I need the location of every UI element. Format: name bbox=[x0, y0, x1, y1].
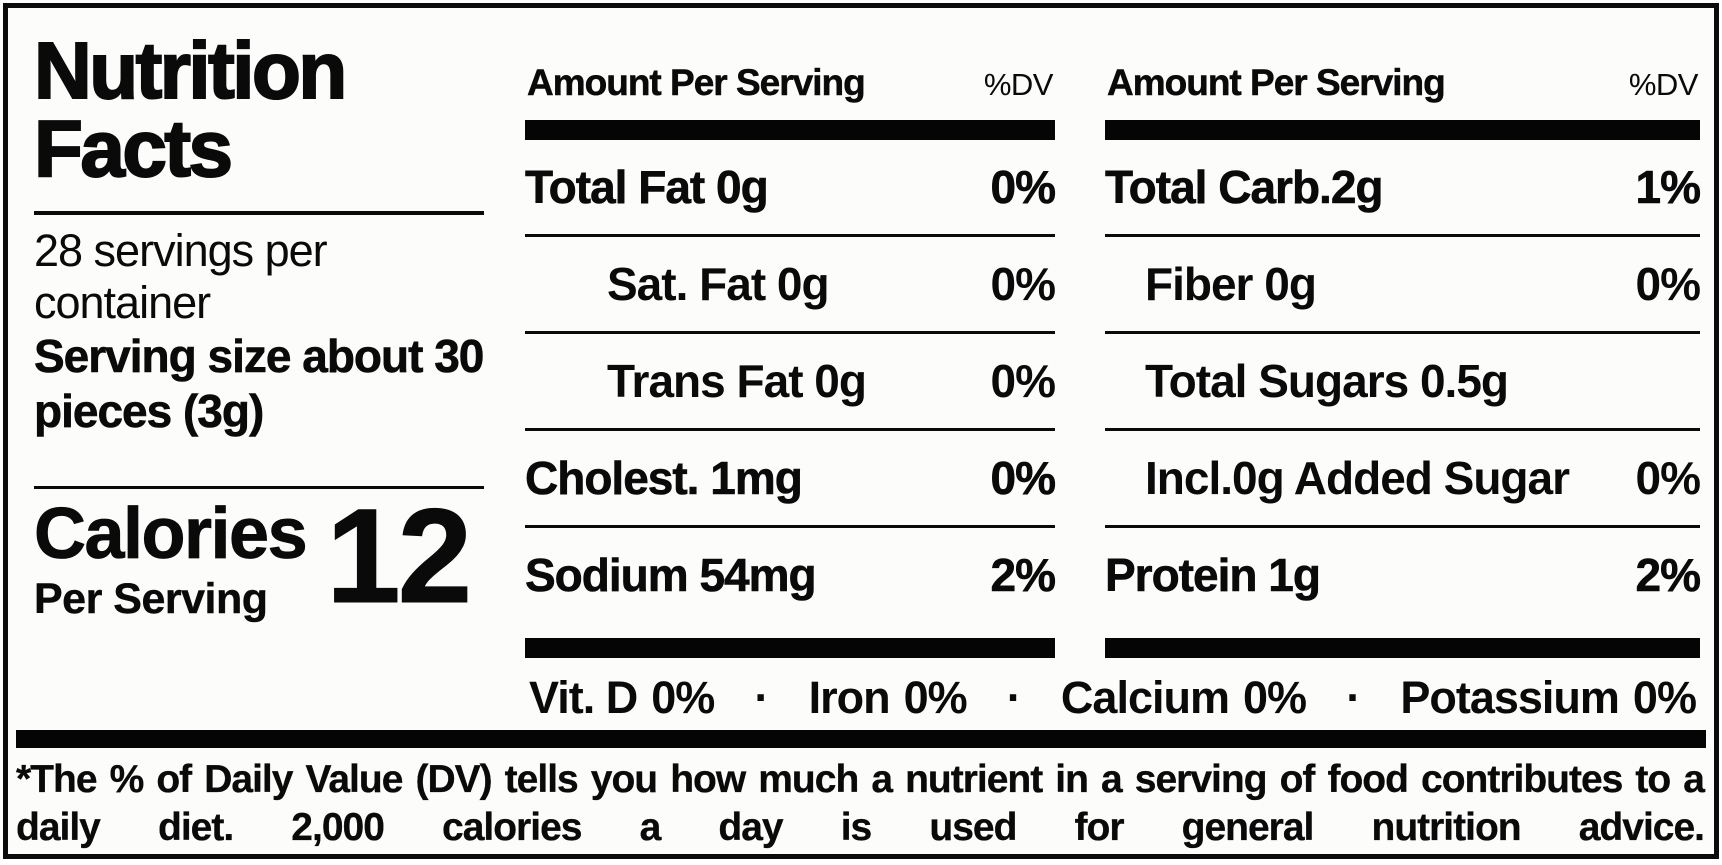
calories-value: 12 bbox=[326, 481, 473, 631]
serving-size-label: Serving size bbox=[34, 330, 292, 383]
title-divider bbox=[34, 210, 484, 215]
nutrient-row-protein: Protein 1g 2% bbox=[1105, 528, 1702, 622]
dv-header: %DV bbox=[983, 67, 1054, 102]
micronutrient-calcium: Calcium 0% bbox=[1060, 672, 1307, 724]
nutrient-row-cholesterol: Cholest. 1mg 0% bbox=[525, 431, 1056, 528]
micronutrient-dv: 0% bbox=[1242, 672, 1307, 723]
nutrient-row-added-sugar: Incl.0g Added Sugar 0% bbox=[1105, 431, 1701, 528]
thick-divider-bar bbox=[1105, 120, 1700, 140]
footnote: *The % of Daily Value (DV) tells you how… bbox=[16, 758, 1705, 849]
nutrient-panel: Amount Per Serving %DV Total Fat 0g 0% S… bbox=[525, 32, 1702, 724]
nutrient-row-trans-fat: Trans Fat 0g 0% bbox=[525, 334, 1056, 431]
calories-per-serving-label: Per Serving bbox=[34, 575, 268, 624]
nutrient-dv: 2% bbox=[990, 549, 1056, 602]
micronutrient-vitamin-d: Vit. D 0% bbox=[529, 672, 715, 724]
amount-per-serving-header: Amount Per Serving bbox=[1107, 62, 1446, 104]
micronutrient-name: Calcium bbox=[1060, 672, 1230, 723]
nutrient-row-total-fat: Total Fat 0g 0% bbox=[525, 140, 1056, 237]
dot-separator: · bbox=[1006, 672, 1022, 723]
nutrient-column-carbs: Amount Per Serving %DV Total Carb.2g 1% … bbox=[1105, 62, 1702, 658]
calories-text-block: Calories Per Serving bbox=[34, 493, 308, 624]
nutrient-dv: 0% bbox=[990, 355, 1056, 407]
nutrient-name: Total Fat 0g bbox=[525, 161, 769, 214]
micronutrients-row: Vit. D 0% · Iron 0% · Calcium 0% · Potas… bbox=[525, 672, 1700, 724]
nutrient-name: Protein 1g bbox=[1105, 549, 1322, 602]
servings-per-container: 28 servings per container bbox=[34, 224, 328, 328]
label-body: Nutrition Facts 28 servings per containe… bbox=[8, 8, 1714, 724]
nutrient-name: Cholest. 1mg bbox=[525, 452, 803, 505]
nutrient-name: Trans Fat 0g bbox=[607, 355, 867, 407]
micronutrient-dv: 0% bbox=[1632, 672, 1697, 723]
nutrient-dv: 1% bbox=[1635, 161, 1701, 214]
nutrient-row-sodium: Sodium 54mg 2% bbox=[525, 528, 1057, 622]
nutrient-name: Total Sugars 0.5g bbox=[1145, 355, 1509, 407]
nutrient-name: Sodium 54mg bbox=[525, 549, 817, 602]
calories-label: Calories bbox=[34, 493, 308, 574]
column-header: Amount Per Serving %DV bbox=[525, 62, 1055, 104]
amount-per-serving-header: Amount Per Serving bbox=[527, 62, 866, 104]
dot-separator: · bbox=[1346, 672, 1361, 723]
nutrient-dv: 0% bbox=[990, 161, 1056, 214]
nutrient-name: Fiber 0g bbox=[1145, 258, 1317, 310]
serving-size-value: about 30 pieces (3g) bbox=[34, 330, 485, 438]
nutrient-dv: 2% bbox=[1635, 549, 1701, 602]
thick-divider-bar bbox=[525, 120, 1055, 140]
nutrient-dv: 0% bbox=[1635, 452, 1701, 504]
micronutrient-iron: Iron 0% bbox=[808, 672, 968, 724]
micronutrient-potassium: Potassium 0% bbox=[1400, 672, 1697, 724]
micronutrient-name: Vit. D bbox=[529, 672, 638, 723]
nutrient-dv: 0% bbox=[990, 258, 1056, 310]
calories-divider bbox=[34, 485, 484, 489]
nutrient-row-sat-fat: Sat. Fat 0g 0% bbox=[525, 237, 1056, 334]
nutrient-columns: Amount Per Serving %DV Total Fat 0g 0% S… bbox=[525, 62, 1702, 658]
dot-separator: · bbox=[754, 672, 769, 723]
thick-divider-bar bbox=[525, 638, 1055, 658]
label-title: Nutrition Facts bbox=[33, 26, 348, 194]
column-header: Amount Per Serving %DV bbox=[1105, 62, 1700, 104]
nutrient-name: Incl.0g Added Sugar bbox=[1145, 452, 1570, 504]
micronutrient-name: Iron bbox=[808, 672, 891, 723]
calories-block: Calories Per Serving 12 bbox=[34, 488, 484, 624]
nutrient-row-total-carb: Total Carb.2g 1% bbox=[1105, 140, 1701, 237]
micronutrient-dv: 0% bbox=[903, 672, 968, 723]
thick-divider-bar bbox=[1105, 638, 1700, 658]
dv-header: %DV bbox=[1628, 67, 1699, 102]
micronutrient-dv: 0% bbox=[651, 672, 715, 723]
nutrient-name: Sat. Fat 0g bbox=[607, 258, 830, 310]
nutrient-row-total-sugars: Total Sugars 0.5g bbox=[1105, 334, 1700, 431]
nutrient-dv: 0% bbox=[1635, 258, 1701, 310]
left-column: Nutrition Facts 28 servings per containe… bbox=[33, 26, 485, 724]
nutrient-column-fats: Amount Per Serving %DV Total Fat 0g 0% S… bbox=[525, 62, 1057, 658]
nutrient-name: Total Carb.2g bbox=[1105, 161, 1384, 214]
micronutrient-name: Potassium bbox=[1400, 672, 1620, 723]
nutrition-facts-label: Nutrition Facts 28 servings per containe… bbox=[3, 3, 1719, 859]
nutrient-dv: 0% bbox=[990, 452, 1056, 505]
nutrient-row-fiber: Fiber 0g 0% bbox=[1105, 237, 1701, 334]
footnote-divider-bar bbox=[16, 730, 1706, 748]
